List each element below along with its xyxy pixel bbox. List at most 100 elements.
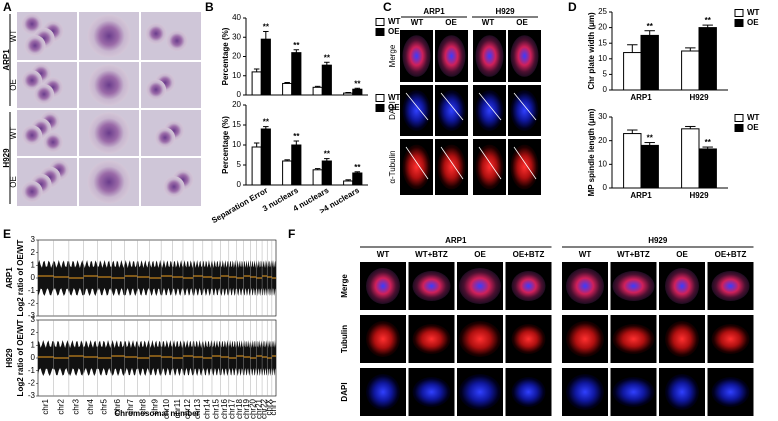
label: ARP1 (423, 7, 445, 16)
cell (87, 160, 131, 204)
cell (612, 324, 655, 354)
y-tick-label: 20 (598, 136, 607, 145)
cell (21, 13, 43, 35)
chr-label: chr15 (211, 398, 220, 419)
y-tick-label: 0 (237, 90, 242, 99)
measure-line (440, 92, 464, 121)
cell (33, 84, 55, 105)
bar (343, 180, 354, 186)
chr-label: chr22 (260, 398, 269, 419)
label: Log2 ratio of OE/WT (16, 239, 25, 316)
ratio-band (38, 260, 54, 296)
bar (291, 52, 302, 96)
label: Log2 ratio of OE/WT (16, 319, 25, 396)
cell (459, 321, 501, 357)
y-tick-label: 30 (598, 112, 607, 121)
chr-label: chr7 (126, 398, 135, 414)
legend-label: OE (747, 18, 759, 27)
y-tick-label: 20 (232, 100, 241, 109)
label: C (383, 0, 392, 14)
legend-swatch (734, 114, 744, 122)
measure-line (478, 146, 502, 180)
bar (343, 92, 354, 96)
cell (711, 324, 750, 354)
cell (665, 374, 699, 410)
ratio-band (267, 260, 272, 296)
x-tick-label: ARP1 (630, 93, 652, 102)
ratio-band (137, 260, 150, 296)
label: OE (9, 79, 18, 91)
bar (698, 27, 717, 91)
y-tick-label: 10 (598, 159, 607, 168)
bar (681, 50, 700, 91)
y-tick-label: -3 (28, 311, 36, 320)
bar (251, 146, 262, 186)
label: OE+BTZ (513, 250, 545, 259)
legend-label: WT (747, 113, 760, 122)
cell (711, 377, 750, 407)
y-tick-label: 10 (598, 54, 607, 63)
cell (475, 35, 504, 77)
significance: ** (705, 138, 712, 147)
ratio-band (68, 340, 84, 376)
y-tick-label: 20 (232, 52, 241, 61)
ratio-band (83, 260, 98, 296)
chr-label: chr18 (235, 398, 244, 419)
ratio-band (83, 340, 98, 376)
chr-label: chr5 (100, 398, 109, 414)
bar (321, 64, 332, 96)
bar (260, 38, 271, 96)
label: MP spindle length (μm) (587, 108, 596, 196)
chr-label: chr8 (138, 398, 147, 414)
label: ARP1 (5, 267, 14, 289)
significance: ** (354, 79, 361, 88)
cell (21, 125, 43, 146)
cell (511, 271, 546, 301)
label: DAPI (340, 382, 349, 401)
significance: ** (293, 41, 300, 50)
label: Merge (388, 44, 397, 67)
ratio-band (124, 260, 138, 296)
measure-line (405, 92, 429, 121)
label: H929 (2, 148, 11, 168)
label: Chromosomal number (114, 409, 199, 418)
label: WT (482, 18, 495, 27)
y-tick-label: 25 (598, 7, 607, 16)
y-tick-label: -2 (28, 298, 36, 307)
legend-swatch (375, 28, 385, 36)
ratio-band (172, 260, 183, 296)
chr-label: chr9 (150, 398, 159, 414)
significance: ** (293, 132, 300, 141)
cell (711, 271, 750, 301)
x-tick-label: H929 (689, 93, 709, 102)
y-tick-label: 2 (31, 328, 36, 337)
bar (640, 34, 659, 91)
y-tick-label: 3 (31, 315, 36, 324)
legend-label: OE (388, 27, 400, 36)
legend-swatch (375, 94, 385, 102)
bar (251, 71, 262, 96)
y-tick-label: 2 (31, 248, 36, 257)
cell (511, 324, 546, 354)
ratio-band (53, 260, 69, 296)
cell (510, 144, 539, 190)
label: WT (579, 250, 592, 259)
chr-label: chr20 (248, 398, 257, 419)
x-tick-label: ARP1 (630, 191, 652, 200)
chr-label: chr6 (113, 398, 122, 414)
y-tick-label: 0 (237, 180, 242, 189)
label: Merge (340, 274, 349, 298)
label: WT (9, 30, 18, 43)
bar (698, 148, 717, 189)
label: α-Tubulin (388, 150, 397, 183)
chr-label: chr10 (162, 398, 171, 419)
ratio-band (124, 340, 138, 376)
bar (282, 82, 293, 96)
ratio-band (228, 260, 237, 296)
ratio-band (243, 340, 251, 376)
significance: ** (354, 163, 361, 172)
cell (366, 374, 400, 410)
label: B (205, 0, 214, 14)
legend-label: WT (747, 8, 760, 17)
cell (459, 374, 501, 410)
